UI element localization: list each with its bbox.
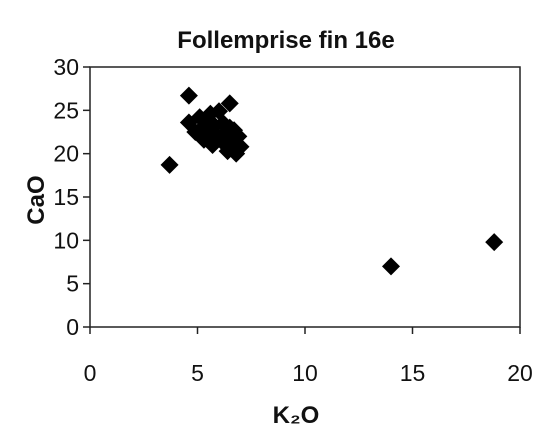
y-tick-label: 30 — [53, 54, 79, 80]
y-tick-label: 25 — [53, 97, 79, 123]
data-point — [160, 155, 179, 174]
y-tick-label: 5 — [66, 271, 79, 297]
data-point — [179, 86, 198, 105]
data-point — [485, 233, 504, 252]
y-tick-label: 0 — [66, 314, 79, 340]
x-axis: 0 5 10 15 20 — [84, 327, 533, 386]
data-point — [382, 257, 400, 276]
x-tick-label: 0 — [84, 360, 97, 386]
data-points — [160, 86, 504, 276]
x-tick-label: 5 — [191, 360, 204, 386]
x-tick-label: 20 — [507, 360, 533, 386]
chart-title: Follemprise fin 16e — [177, 27, 394, 54]
plot-area — [89, 66, 521, 328]
x-tick-label: 10 — [292, 360, 318, 386]
data-point — [220, 94, 239, 113]
y-axis-label: CaO — [23, 175, 50, 224]
x-tick-label: 15 — [400, 360, 426, 386]
x-axis-label: K₂O — [273, 402, 320, 429]
y-axis: 0 5 10 15 20 25 30 — [53, 54, 90, 340]
x-axis-label-text: K₂O — [273, 402, 320, 429]
y-tick-label: 20 — [53, 141, 79, 167]
data-point — [231, 137, 250, 156]
y-tick-label: 15 — [53, 184, 79, 210]
y-axis-label-text: CaO — [23, 175, 50, 224]
y-tick-label: 10 — [53, 227, 79, 253]
